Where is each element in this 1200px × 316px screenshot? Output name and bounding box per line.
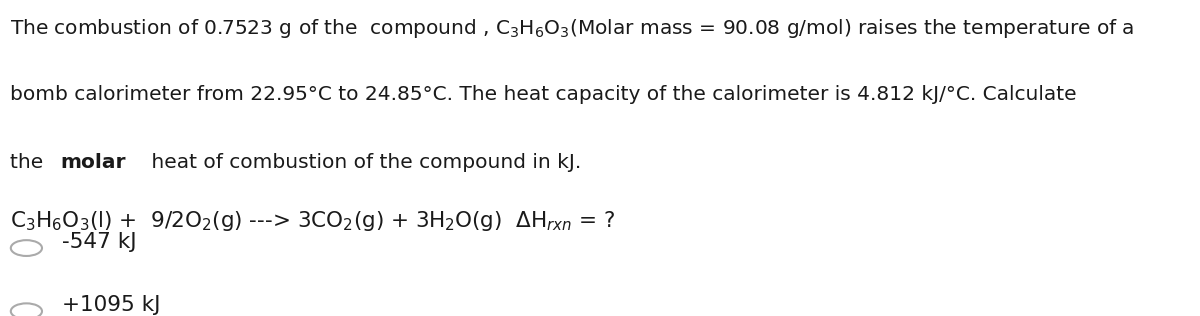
Text: heat of combustion of the compound in kJ.: heat of combustion of the compound in kJ… [145,153,582,172]
Text: the: the [10,153,49,172]
Text: bomb calorimeter from 22.95°C to 24.85°C. The heat capacity of the calorimeter i: bomb calorimeter from 22.95°C to 24.85°C… [10,85,1076,104]
Text: The combustion of 0.7523 g of the  compound , C$_3$H$_6$O$_3$(Molar mass = 90.08: The combustion of 0.7523 g of the compou… [10,17,1134,40]
Text: +1095 kJ: +1095 kJ [62,295,161,315]
Text: C$_3$H$_6$O$_3$(l) +  9/2O$_2$(g) ---> 3CO$_2$(g) + 3H$_2$O(g)  $\Delta$H$_{rxn}: C$_3$H$_6$O$_3$(l) + 9/2O$_2$(g) ---> 3C… [10,209,616,233]
Text: molar: molar [61,153,126,172]
Text: -547 kJ: -547 kJ [62,232,137,252]
